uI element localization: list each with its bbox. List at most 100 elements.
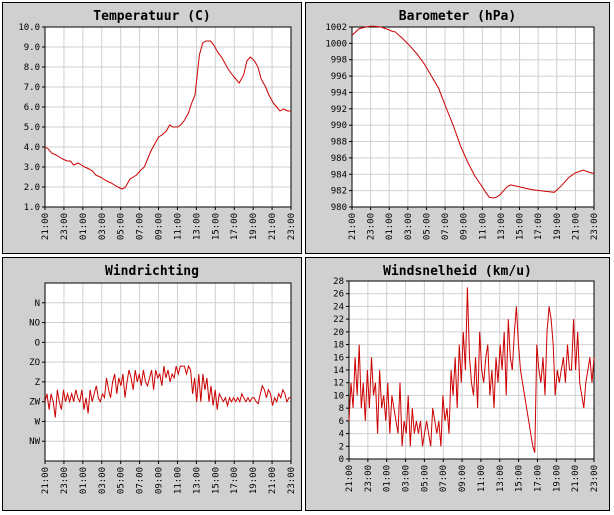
x-tick-label: 05:00 [420,465,430,492]
y-tick-label: 8.0 [24,63,40,73]
y-tick-label: 28 [333,277,344,287]
chart-title: Barometer (hPa) [398,9,517,24]
plot-area [44,26,292,208]
x-tick-label: 09:00 [460,213,470,240]
x-tick-label: 03:00 [404,213,414,240]
x-tick-label: 03:00 [98,213,108,240]
series-line [348,287,595,453]
y-tick-label: 10 [333,391,344,401]
y-tick-label: 0 [339,455,344,465]
x-tick-label: 09:00 [458,465,468,492]
series-line [44,364,291,418]
x-tick-label: 01:00 [79,213,89,240]
y-tick-label: 6 [339,417,344,427]
y-tick-label: 988 [331,138,347,148]
y-tick-label: 998 [331,56,347,66]
y-tick-label: 996 [331,72,347,82]
x-tick-label: 21:00 [348,213,358,240]
y-tick-label: 18 [333,341,344,351]
y-tick-label: NW [29,437,40,447]
x-tick-label: 01:00 [79,467,89,494]
x-tick-label: 21:00 [268,467,278,494]
x-tick-label: 09:00 [155,467,165,494]
x-tick-label: 11:00 [173,467,183,494]
x-tick-label: 23:00 [60,467,70,494]
x-tick-label: 23:00 [60,213,70,240]
x-tick-label: 05:00 [117,467,127,494]
x-tick-label: 21:00 [345,465,355,492]
y-tick-label: 8 [339,404,344,414]
y-tick-label: Z [35,378,41,388]
y-tick-label: 20 [333,328,344,338]
y-tick-label: NO [29,319,40,329]
x-tick-label: 23:00 [367,213,377,240]
y-tick-label: 1.0 [24,203,40,213]
y-tick-label: 10.0 [18,23,40,33]
x-tick-label: 11:00 [173,213,183,240]
x-tick-label: 15:00 [515,465,525,492]
barometer-panel: Barometer (hPa) 980 982 984 986 988 990 992 994… [305,2,610,254]
y-tick-label: 9.0 [24,43,40,53]
y-tick-label: 2 [339,442,344,452]
x-tick-label: 23:00 [590,213,600,240]
x-tick-label: 05:00 [422,213,432,240]
x-tick-label: 21:00 [268,213,278,240]
x-tick-label: 23:00 [287,467,297,494]
x-tick-label: 13:00 [192,467,202,494]
x-tick-label: 03:00 [98,467,108,494]
x-tick-label: 13:00 [192,213,202,240]
x-tick-label: 07:00 [441,213,451,240]
wind-speed-panel: Windsnelheid (km/u) 0 2 4 6 8 10 12 14 16 18 20 22 2… [305,257,610,511]
y-tick-label: W [35,417,41,427]
y-tick-label: 984 [331,170,347,180]
y-tick-label: N [35,299,40,309]
x-tick-label: 09:00 [155,213,165,240]
y-tick-label: 6.0 [24,103,40,113]
chart-title: Temperatuur (C) [93,9,211,24]
x-tick-label: 17:00 [533,465,543,492]
plot-area [351,26,595,208]
x-tick-label: 19:00 [553,213,563,240]
temperature-chart: 1.0 2.0 3.0 4.0 5.0 6.0 7.0 8.0 9.0 10.0 21:00 23:0… [18,23,297,240]
series-line [44,40,291,190]
x-tick-label: 21:00 [571,213,581,240]
x-tick-label: 17:00 [230,213,240,240]
y-tick-label: 4 [339,430,344,440]
y-tick-label: 16 [333,353,344,363]
y-tick-label: ZO [29,358,40,368]
x-tick-label: 07:00 [136,467,146,494]
y-tick-label: 994 [331,88,347,98]
x-tick-label: 13:00 [496,465,506,492]
x-tick-label: 11:00 [478,213,488,240]
x-tick-label: 23:00 [590,465,600,492]
x-tick-label: 17:00 [534,213,544,240]
x-tick-label: 23:00 [287,213,297,240]
y-tick-label: 990 [331,121,347,131]
x-tick-label: 21:00 [41,467,51,494]
plot-border [44,282,292,462]
barometer-chart: 980 982 984 986 988 990 992 994 996 998 1000 1002 21… [325,23,600,240]
y-tick-label: 12 [333,379,344,389]
x-tick-label: 19:00 [249,467,259,494]
x-tick-label: 15:00 [211,213,221,240]
y-tick-label: ZW [29,398,40,408]
y-tick-label: 14 [333,366,344,376]
x-tick-label: 19:00 [249,213,259,240]
x-tick-label: 19:00 [552,465,562,492]
x-tick-label: 15:00 [211,467,221,494]
x-tick-label: 23:00 [364,465,374,492]
x-tick-label: 15:00 [516,213,526,240]
y-tick-label: 24 [333,302,344,312]
wind-direction-chart: NW W ZW Z ZO O NO N 21:00 23:00 01:00 03:00 05:00 07:… [29,282,297,494]
y-tick-label: O [35,338,40,348]
x-tick-label: 07:00 [136,213,146,240]
chart-title: Windsnelheid (km/u) [383,264,532,279]
x-tick-label: 01:00 [383,465,393,492]
y-tick-label: 2.0 [24,183,40,193]
chart-title: Windrichting [105,264,199,279]
plot-border [348,280,595,460]
y-tick-label: 7.0 [24,83,40,93]
x-tick-label: 05:00 [117,213,127,240]
y-tick-label: 986 [331,154,347,164]
